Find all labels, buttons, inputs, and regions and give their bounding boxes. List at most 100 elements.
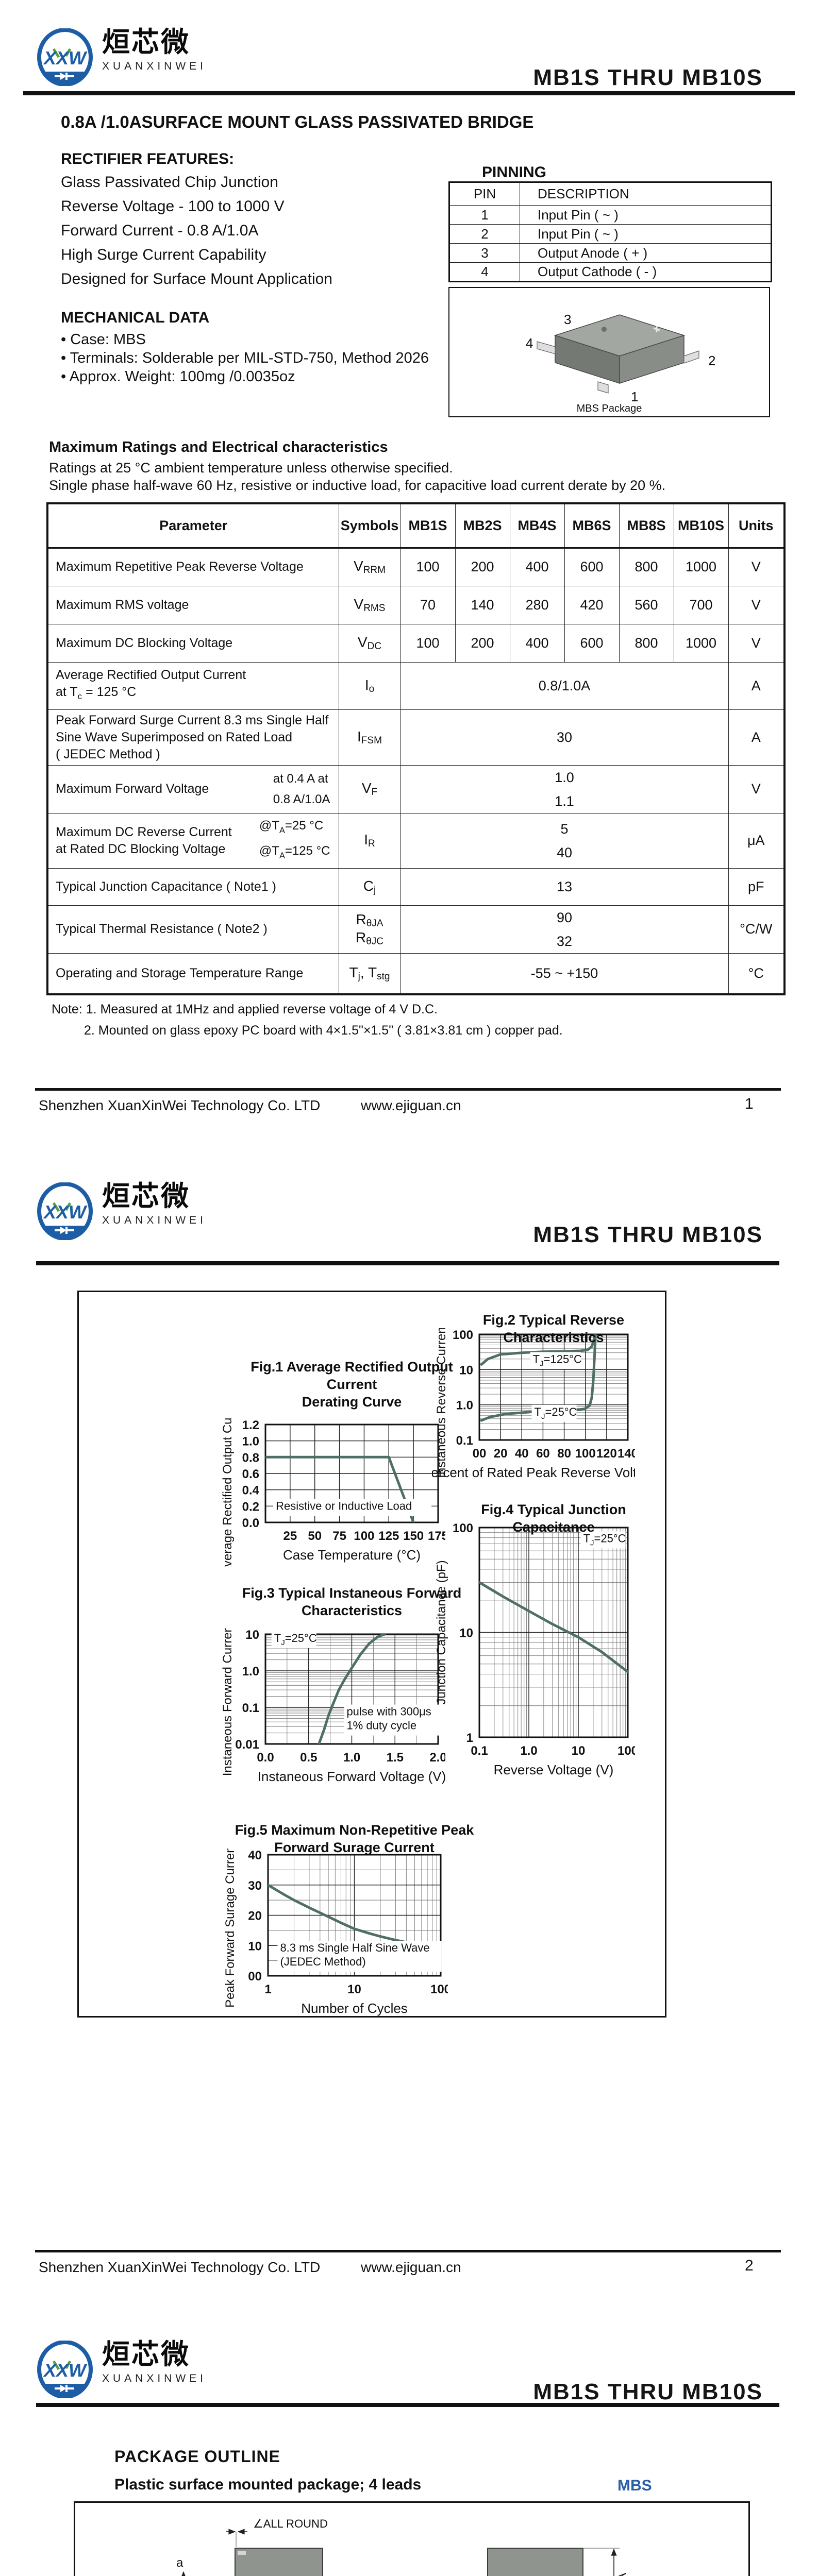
table-cell: Operating and Storage Temperature Range [47,953,339,995]
table-cell: Maximum Forward Voltage at 0.4 A at 0.8 A/… [47,765,339,814]
y-tick-label: 100 [453,1521,473,1535]
y-tick-label: 0.01 [235,1738,259,1752]
footer-rule-2 [35,2250,781,2252]
table-cell: A [728,662,785,710]
footer-rule-1 [35,1088,781,1091]
table-row: Operating and Storage Temperature Range T… [47,953,785,995]
y-tick-label: 0.8 [242,1451,259,1465]
x-tick-label: 120 [596,1447,617,1461]
table-cell: Input Pin ( ~ ) [520,224,772,244]
y-tick-label: 0.1 [242,1701,259,1715]
x-tick-label: 150 [403,1529,424,1543]
table-row: Peak Forward Surge Current 8.3 ms Single… [47,709,785,766]
table-cell: 90 32 [400,905,729,954]
table-cell: 70 [400,585,456,624]
table-cell: Cj [338,868,401,906]
x-tick-label: 1 [264,1982,271,1996]
x-tick-label: 0.1 [471,1744,488,1758]
header-rule-1 [23,91,795,95]
y-tick-label: 40 [248,1849,262,1862]
y-tick-label: 20 [248,1909,262,1923]
ratings-subtitle-2: Single phase half-wave 60 Hz, resistive … [49,478,666,493]
mech-item: • Case: MBS [61,331,146,348]
fig1-chart: 25 50 75 100 125 150 175 1.2 1.0 0.8 0.6 0.4 0.2 0.0 C… [221,1418,445,1567]
table-cell: 100 [400,623,456,663]
side-view-drawing: ∠ALL ROUNDaCLL1HE [176,2517,328,2576]
table-cell: μA [728,812,785,869]
table-row: Maximum DC Reverse Current at Rated DC Bl… [47,812,785,869]
footer-company-1: Shenzhen XuanXinWei Technology Co. LTD [39,1097,321,1113]
table-cell: V [728,547,785,586]
x-axis-label: Case Temperature (°C) [283,1547,421,1563]
table-cell: V [728,765,785,814]
y-tick-label: 30 [248,1879,262,1893]
table-cell: IR [338,812,401,869]
svg-text:XXW: XXW [43,1201,88,1223]
doc-title-1: MB1S THRU MB10S [533,65,763,90]
y-tick-label: 1.2 [242,1418,259,1432]
y-tick-label: 1.0 [242,1665,259,1679]
table-cell: A [728,709,785,766]
table-cell: Maximum Repetitive Peak Reverse Voltage [47,547,339,586]
company-logo: XXW 烜芯微 XUANXINWEI [36,1182,207,1240]
table-cell: MB1S [400,503,456,549]
features-list: Glass Passivated Chip Junction Reverse Vo… [61,170,332,291]
feature-item: Reverse Voltage - 100 to 1000 V [61,198,285,215]
table-row: 4 Output Cathode ( - ) [449,262,772,282]
y-tick-label: 10 [459,1363,473,1377]
package-outline-subtitle: Plastic surface mounted package; 4 leads [114,2476,422,2493]
table-cell: -55 ~ +150 [400,953,729,995]
data-curve-forward [318,1634,386,1744]
y-tick-label: 10 [459,1626,473,1640]
x-tick-label: 100 [617,1744,635,1758]
table-row: Maximum DC Blocking Voltage VDC 100 200 400 6… [47,623,785,663]
table-cell: VDC [338,623,401,663]
table-cell: 800 [619,623,674,663]
table-cell: 4 [449,262,520,282]
package-image-box: 3 4 2 1 MBS Package [448,287,770,417]
x-axis-label: percent of Rated Peak Reverse Voltage (%… [432,1465,635,1480]
y-tick-label: 10 [248,1939,262,1953]
page-number-2: 2 [745,2257,754,2274]
x-tick-label: 140 [617,1447,635,1461]
x-tick-label: 80 [557,1447,571,1461]
table-cell: 13 [400,868,729,906]
logo-mark-icon: XXW [37,28,93,86]
note-2: 2. Mounted on glass epoxy PC board with … [84,1023,563,1038]
doc-title-2: MB1S THRU MB10S [533,1222,763,1247]
annotation: TJ=125°C [533,1352,582,1368]
table-cell: Maximum DC Reverse Current at Rated DC Bl… [47,812,339,869]
table-row: Maximum Repetitive Peak Reverse Voltage V… [47,547,785,586]
headline: 0.8A /1.0ASURFACE MOUNT GLASS PASSIVATED… [61,112,534,131]
company-logo: XXW 烜芯微 XUANXINWEI [36,28,207,86]
feature-item: Forward Current - 0.8 A/1.0A [61,222,259,239]
table-cell: VRMS [338,585,401,624]
x-tick-label: 75 [332,1529,346,1543]
logo-chinese-name: 烜芯微 [102,2338,190,2370]
pin-label: 2 [708,353,715,368]
x-tick-label: 100 [354,1529,374,1543]
x-tick-label: 2.0 [429,1751,445,1765]
table-cell: DESCRIPTION [520,182,772,206]
ratings-table: Parameter Symbols MB1S MB2S MB4S MB6S MB8S MB10… [46,502,786,996]
table-cell: 100 [400,547,456,586]
table-cell: 560 [619,585,674,624]
table-cell: Tj, Tstg [338,953,401,995]
x-tick-label: 1.0 [343,1751,360,1765]
company-logo: XXW 烜芯微 XUANXINWEI [36,2341,207,2398]
table-cell: 5 40 [400,812,729,869]
x-tick-label: 125 [378,1529,399,1543]
table-row: PIN DESCRIPTION [449,182,772,206]
logo-mark-icon: XXW [37,2341,93,2398]
dim-label-a: a [176,2556,183,2570]
table-cell: Peak Forward Surge Current 8.3 ms Single… [47,709,339,766]
table-cell: VF [338,765,401,814]
annotation: 1% duty cycle [346,1719,416,1732]
x-tick-label: 1.5 [387,1751,404,1765]
x-tick-label: 100 [430,1982,448,1996]
y-tick-label: 100 [453,1328,473,1342]
table-cell: 1000 [673,623,729,663]
